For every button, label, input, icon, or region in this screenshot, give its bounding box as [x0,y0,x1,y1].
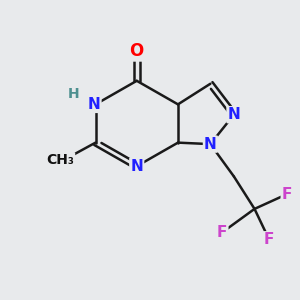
Text: N: N [204,136,217,152]
Text: N: N [88,97,100,112]
Text: O: O [130,42,144,60]
Text: F: F [217,225,227,240]
Text: N: N [130,159,143,174]
Text: N: N [227,107,240,122]
Text: CH₃: CH₃ [46,153,74,167]
Text: F: F [264,232,274,247]
Text: F: F [282,187,292,202]
Text: H: H [68,87,79,101]
